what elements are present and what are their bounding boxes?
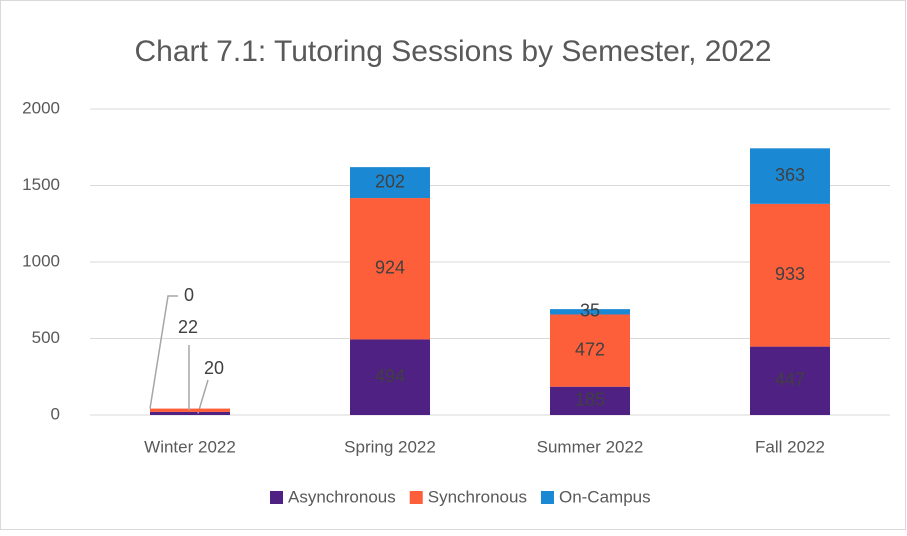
bar-segment [150,408,230,412]
x-tick-label: Summer 2022 [537,437,644,456]
y-tick-label: 500 [32,328,60,347]
legend-label: On-Campus [559,487,651,506]
leader-line [197,379,209,414]
y-tick-label: 1500 [22,175,60,194]
data-label: 202 [375,171,405,191]
chart-title: Chart 7.1: Tutoring Sessions by Semester… [134,35,771,68]
bar-segment [550,386,630,415]
legend-label: Asynchronous [288,487,396,506]
bar-segment [750,148,830,204]
data-label: 924 [375,257,405,277]
data-label: 185 [575,390,605,410]
data-label: 35 [580,301,600,321]
bar-segment [550,314,630,387]
leader-line [149,295,178,409]
x-tick-label: Spring 2022 [344,437,436,456]
data-label: 0 [184,285,194,305]
bar-segment [550,309,630,315]
bar-segment [350,167,430,199]
bar-segment [150,411,230,415]
legend-swatch [540,491,554,504]
y-tick-label: 0 [51,404,60,423]
data-label: 494 [375,366,405,386]
data-label: 20 [204,358,224,378]
x-tick-label: Fall 2022 [755,437,825,456]
legend-label: Synchronous [428,487,527,506]
data-label: 363 [775,165,805,185]
bar-segment [750,203,830,347]
data-label: 22 [178,317,198,337]
data-label: 447 [775,370,805,390]
bar-segment [350,339,430,415]
y-tick-label: 1000 [22,251,60,270]
y-tick-label: 2000 [22,98,60,117]
legend-swatch [270,491,283,504]
data-label: 933 [775,264,805,284]
legend-swatch [409,491,423,504]
x-tick-label: Winter 2022 [144,437,236,456]
bar-segment [350,198,430,340]
bar-segment [750,346,830,415]
data-label: 472 [575,339,605,359]
